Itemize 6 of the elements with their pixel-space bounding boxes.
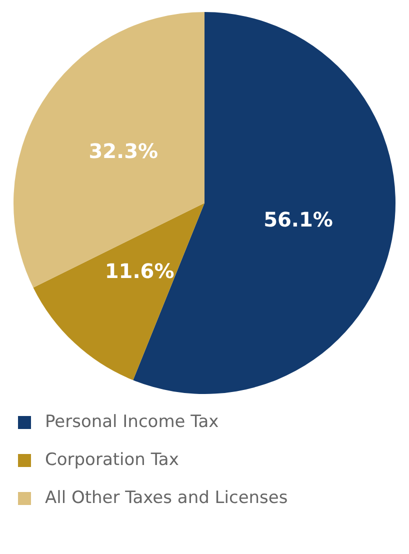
- data-label: 56.1%: [264, 207, 333, 232]
- data-label: 11.6%: [104, 259, 174, 284]
- legend-label: Corporation Tax: [45, 450, 179, 470]
- data-label: 32.3%: [88, 138, 158, 163]
- legend-label: Personal Income Tax: [45, 412, 219, 432]
- legend-label: All Other Taxes and Licenses: [45, 488, 288, 508]
